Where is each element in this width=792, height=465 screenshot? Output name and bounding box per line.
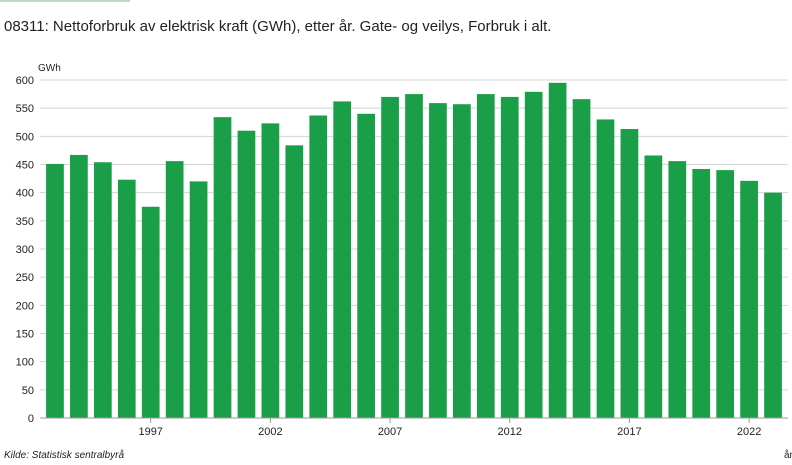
bar-2015[interactable] <box>572 99 591 419</box>
y-tick-label: 200 <box>16 300 34 312</box>
bar-1997[interactable] <box>141 206 160 418</box>
bar-1995[interactable] <box>93 162 112 418</box>
bar-2004[interactable] <box>309 115 328 419</box>
y-tick-label: 50 <box>22 385 34 397</box>
y-tick-label: 450 <box>16 160 34 172</box>
bar-2000[interactable] <box>213 117 232 419</box>
bar-2008[interactable] <box>405 94 423 418</box>
bar-2021[interactable] <box>716 170 735 418</box>
y-tick-label: 0 <box>28 413 34 425</box>
bars <box>46 82 782 419</box>
bar-2001[interactable] <box>237 130 256 418</box>
y-tick-label: 100 <box>16 357 34 369</box>
top-accent-line <box>0 0 130 2</box>
bar-2007[interactable] <box>381 96 399 419</box>
y-axis-ticks: 0 50 100 150 200 250 300 350 400 450 500 550 600 <box>16 75 34 425</box>
bar-2019[interactable] <box>668 161 687 418</box>
bar-2013[interactable] <box>524 91 543 418</box>
bar-2005[interactable] <box>333 101 352 418</box>
bar-1998[interactable] <box>165 161 184 418</box>
x-tick-label: 2022 <box>737 426 761 438</box>
y-axis-label: GWh <box>38 63 61 74</box>
bar-2023[interactable] <box>764 192 782 418</box>
chart-title: 08311: Nettoforbruk av elektrisk kraft (… <box>4 18 552 35</box>
y-tick-label: 150 <box>16 329 34 341</box>
y-tick-label: 600 <box>16 75 34 87</box>
bar-1996[interactable] <box>117 179 136 418</box>
x-tick-label: 1997 <box>138 426 162 438</box>
bar-2010[interactable] <box>453 104 471 419</box>
bar-2011[interactable] <box>476 94 495 418</box>
bar-2022[interactable] <box>740 180 758 418</box>
bar-2006[interactable] <box>357 113 375 419</box>
x-axis: 1997 2002 2007 2012 2017 2022 <box>40 417 788 438</box>
x-axis-label: år <box>784 449 792 461</box>
bar-2009[interactable] <box>429 103 447 418</box>
bar-2003[interactable] <box>285 145 304 418</box>
bar-1999[interactable] <box>189 181 208 418</box>
x-tick-label: 2007 <box>378 426 402 438</box>
y-tick-label: 400 <box>16 188 34 200</box>
bar-1993[interactable] <box>46 163 64 418</box>
y-tick-label: 550 <box>16 103 34 115</box>
bar-2017[interactable] <box>620 129 639 418</box>
x-tick-label: 2012 <box>497 426 521 438</box>
x-tick-label: 2002 <box>258 426 282 438</box>
y-tick-label: 500 <box>16 131 34 143</box>
bar-2002[interactable] <box>261 123 280 419</box>
bar-2020[interactable] <box>692 169 711 418</box>
bar-1994[interactable] <box>70 154 88 418</box>
bar-2018[interactable] <box>644 155 663 418</box>
bar-2014[interactable] <box>548 82 567 419</box>
y-tick-label: 300 <box>16 244 34 256</box>
bar-2012[interactable] <box>500 96 519 419</box>
x-tick-label: 2017 <box>617 426 641 438</box>
y-tick-label: 250 <box>16 272 34 284</box>
source-note: Kilde: Statistisk sentralbyrå <box>4 450 125 461</box>
bar-2016[interactable] <box>596 119 615 418</box>
y-tick-label: 350 <box>16 216 34 228</box>
